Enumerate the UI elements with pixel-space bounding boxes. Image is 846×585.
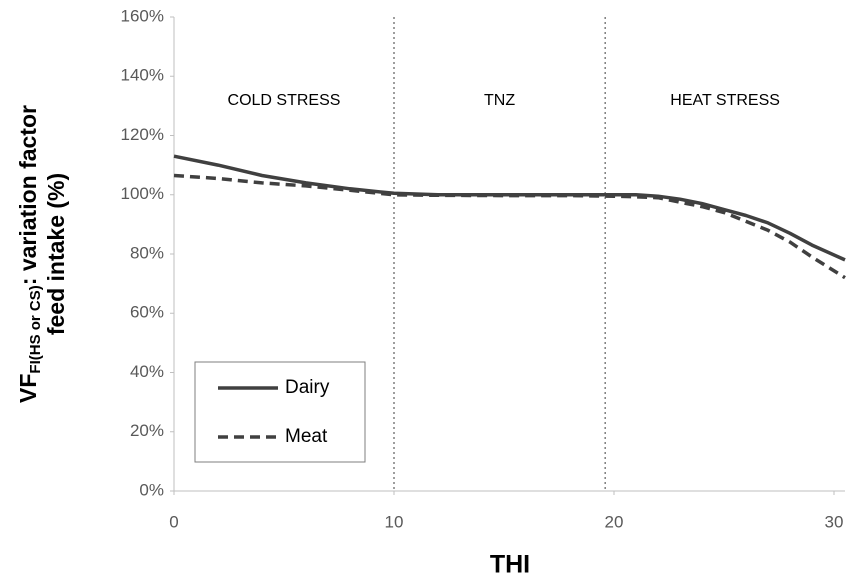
y-tick-label: 100% — [121, 184, 164, 203]
legend-label: Dairy — [285, 377, 330, 398]
y-tick-label: 20% — [130, 421, 164, 440]
y-label-rest: : variation factor — [15, 105, 41, 285]
region-label: HEAT STRESS — [670, 92, 780, 109]
region-label: COLD STRESS — [228, 92, 341, 109]
x-tick-label: 30 — [825, 512, 844, 531]
x-axis-label: THI — [490, 551, 530, 579]
y-tick-label: 0% — [139, 480, 164, 499]
x-tick-label: 10 — [385, 512, 404, 531]
y-label-subscript: FI(HS or CS) — [27, 285, 44, 373]
y-axis-label-line2: feed intake (%) — [43, 173, 69, 335]
series-line — [173, 154, 846, 262]
y-label-main: VF — [15, 374, 41, 403]
series-line — [173, 173, 846, 280]
x-tick-label: 20 — [605, 512, 624, 531]
legend-label: Meat — [285, 426, 328, 447]
y-tick-label: 60% — [130, 303, 164, 322]
y-tick-label: 160% — [121, 6, 164, 25]
y-tick-label: 40% — [130, 362, 164, 381]
y-tick-label: 80% — [130, 243, 164, 262]
legend-box — [194, 361, 366, 463]
y-axis-label: VFFI(HS or CS): variation factor — [15, 105, 44, 403]
y-tick-label: 120% — [121, 125, 164, 144]
y-tick-label: 140% — [121, 66, 164, 85]
region-label: TNZ — [484, 92, 515, 109]
x-tick-label: 0 — [169, 512, 178, 531]
